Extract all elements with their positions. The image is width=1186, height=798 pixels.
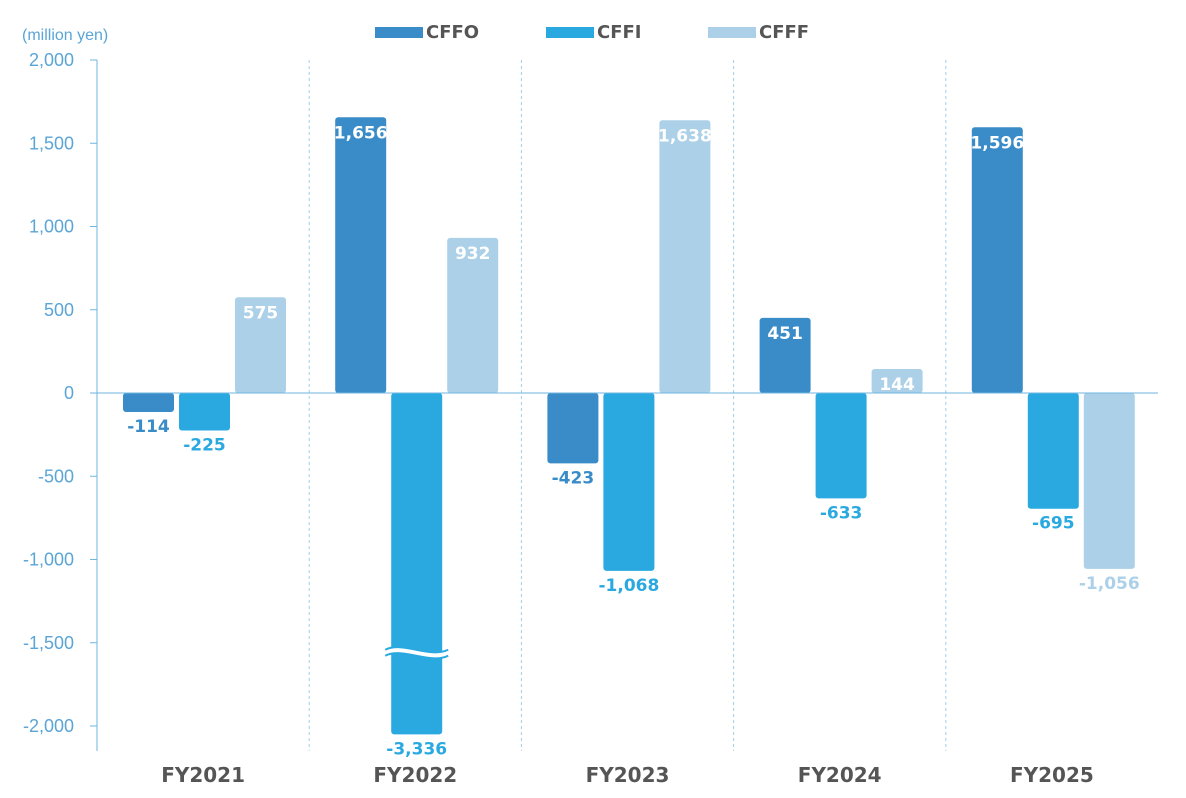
legend-swatch-cfff (708, 27, 756, 38)
y-tick-label: -500 (38, 466, 74, 486)
y-tick-label: 1,000 (29, 217, 74, 237)
data-label: -1,056 (1079, 574, 1140, 594)
data-label: 1,596 (970, 133, 1024, 153)
bar-cffo-fy2021 (123, 393, 174, 412)
legend-label-cfff: CFFF (759, 22, 810, 43)
data-label: -1,068 (598, 576, 659, 596)
category-label: FY2024 (798, 763, 882, 787)
bar-cffi-fy2023 (603, 393, 655, 571)
category-label: FY2025 (1010, 763, 1094, 787)
bar-cfff-fy2023 (659, 120, 711, 393)
legend-item-cffi: CFFI (546, 22, 642, 43)
bar-cffo-fy2025 (971, 127, 1023, 394)
bar-cfff-fy2021 (235, 297, 286, 393)
data-label: -225 (183, 435, 226, 455)
data-label: 451 (767, 324, 803, 344)
y-tick-label: 500 (44, 300, 74, 320)
axis-break-line (384, 646, 449, 654)
y-tick-label: 0 (64, 383, 74, 403)
bar-cffo-fy2022 (335, 117, 387, 393)
bar-cffo-fy2024 (759, 317, 811, 393)
data-label: 144 (879, 375, 915, 395)
data-label: 932 (455, 244, 491, 264)
axis-break-gap (385, 647, 449, 659)
legend-item-cfff: CFFF (708, 22, 809, 43)
legend-label-cffo: CFFO (426, 22, 480, 43)
data-label: -695 (1032, 514, 1075, 534)
y-tick-label: 1,500 (29, 133, 74, 153)
bar-cfff-fy2022 (447, 237, 499, 393)
y-tick-label: 2,000 (29, 50, 74, 70)
bar-cffi-fy2022 (391, 393, 443, 735)
bar-cffo-fy2023 (547, 393, 599, 464)
y-tick-label: -1,000 (23, 550, 74, 570)
data-label: 575 (243, 303, 279, 323)
category-label: FY2023 (586, 763, 670, 787)
legend-item-cffo: CFFO (375, 22, 479, 43)
y-tick-label: -2,000 (23, 716, 74, 736)
category-label: FY2021 (161, 763, 245, 787)
legend-swatch-cffi (546, 27, 594, 38)
legend: CFFO CFFI CFFF (0, 22, 1186, 46)
data-label: 1,638 (658, 126, 712, 146)
axis-break-line (384, 652, 449, 660)
y-tick-label: -1,500 (23, 633, 74, 653)
bar-cffi-fy2021 (179, 393, 230, 431)
bar-cfff-fy2024 (871, 369, 923, 393)
data-label: -423 (552, 468, 595, 488)
legend-swatch-cffo (375, 27, 423, 38)
category-label: FY2022 (373, 763, 457, 787)
data-label: -633 (820, 503, 863, 523)
unit-label: (million yen) (22, 27, 109, 44)
bar-cffi-fy2024 (815, 393, 867, 499)
legend-label-cffi: CFFI (597, 22, 642, 43)
bar-cfff-fy2025 (1083, 393, 1135, 569)
bar-cffi-fy2025 (1027, 393, 1079, 509)
data-label: -114 (127, 417, 170, 437)
data-label: 1,656 (334, 123, 388, 143)
data-label: -3,336 (386, 739, 447, 759)
